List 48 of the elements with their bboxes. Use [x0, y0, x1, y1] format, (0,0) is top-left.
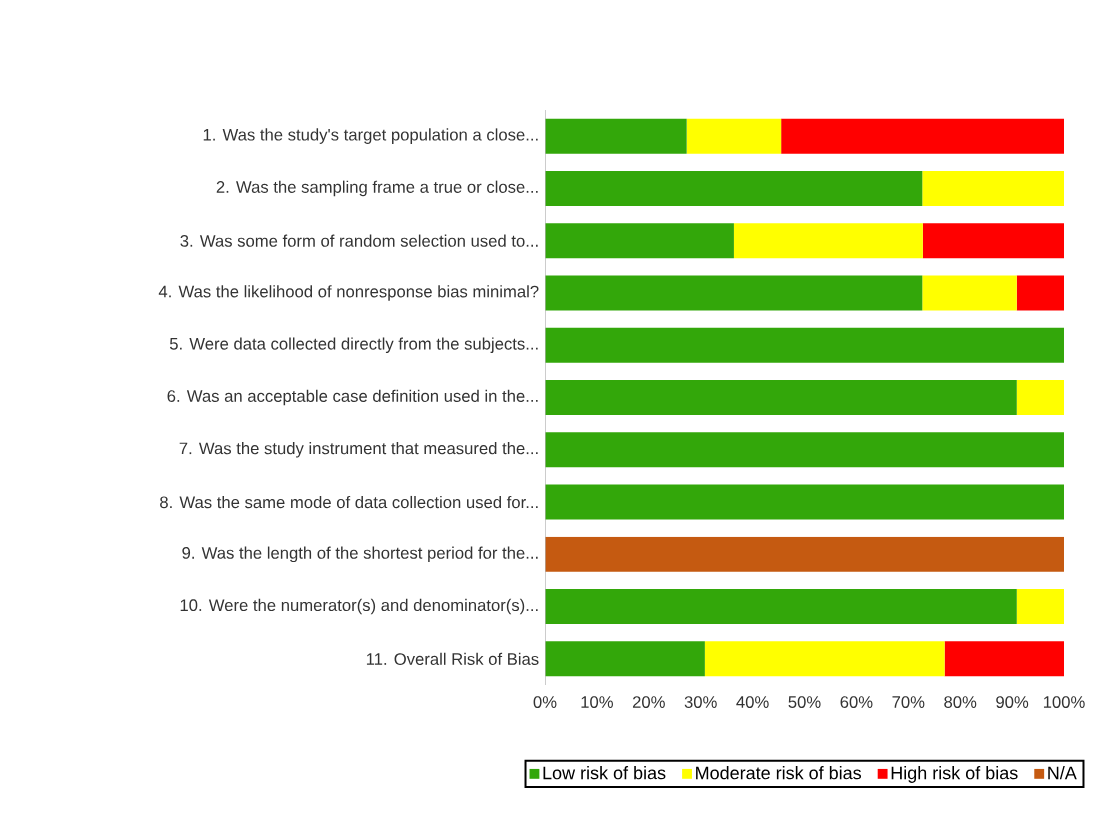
x-tick-label: 20% — [632, 696, 665, 708]
x-tick-label: 0% — [533, 696, 557, 708]
x-tick-label: 90% — [996, 696, 1029, 708]
y-tick-label: 10. Were the numerator(s) and denominator(s)... — [180, 598, 538, 615]
legend-label: High risk of bias — [891, 766, 1018, 783]
x-tick-label: 10% — [581, 696, 613, 708]
bar — [545, 484, 1064, 520]
bar — [545, 170, 923, 206]
x-tick-label: 30% — [684, 696, 717, 708]
y-tick-label: 1. Was the study's target population a close... — [203, 128, 538, 144]
bar — [545, 432, 1064, 468]
bar — [545, 118, 687, 154]
bar — [545, 589, 1017, 625]
x-tick-label: 40% — [736, 696, 769, 708]
x-tick-label: 60% — [840, 696, 873, 708]
y-tick-label: 3. Was some form of random selection used to... — [180, 234, 538, 247]
bar — [1016, 275, 1064, 311]
bar — [545, 536, 1064, 572]
x-tick-label: 100% — [1043, 696, 1085, 708]
y-tick-label: 11. Overall Risk of Bias — [366, 652, 539, 665]
bar — [545, 641, 705, 677]
bar — [545, 327, 1064, 363]
y-tick-label: 4. Was the likelihood of nonresponse bias minimal? — [158, 285, 539, 301]
y-tick-label: 2. Was the sampling frame a true or close... — [216, 180, 538, 197]
bar — [545, 223, 734, 259]
x-tick-label: 80% — [944, 696, 977, 708]
y-tick-label: 8. Was the same mode of data collection used for... — [160, 495, 538, 509]
y-tick-label: 6. Was an acceptable case definition used in the... — [167, 389, 538, 406]
bar — [922, 223, 1064, 259]
x-tick-label: 70% — [892, 696, 925, 708]
bar — [686, 118, 782, 154]
bar — [704, 641, 945, 677]
bar — [922, 275, 1017, 311]
bar — [1016, 380, 1064, 416]
bar — [781, 118, 1064, 154]
y-tick-label: 7. Was the study instrument that measured the... — [179, 442, 538, 458]
bar — [545, 275, 923, 311]
bar — [944, 641, 1064, 677]
bar — [1016, 589, 1064, 625]
x-tick-label: 50% — [788, 696, 821, 708]
bar — [922, 170, 1064, 206]
legend-label: N/A — [1048, 766, 1077, 780]
bar — [733, 223, 923, 259]
y-tick-label: 5. Were data collected directly from the subjects... — [169, 337, 538, 353]
bar — [545, 380, 1017, 416]
legend-label: Moderate risk of bias — [696, 766, 862, 780]
legend-label: Low risk of bias — [543, 766, 666, 780]
y-tick-label: 9. Was the length of the shortest period for the... — [182, 546, 538, 563]
